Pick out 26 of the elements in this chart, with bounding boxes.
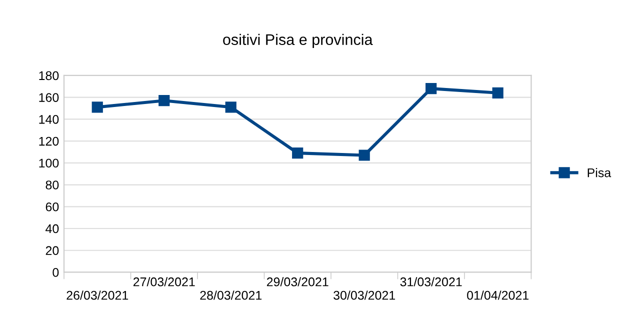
y-tick-label: 60	[46, 202, 59, 212]
point	[426, 83, 437, 94]
y-tick-label: 80	[46, 180, 59, 190]
y-tick-label: 40	[46, 224, 59, 234]
point	[158, 95, 170, 106]
x-tick-label: 28/03/2021	[200, 290, 262, 300]
point	[492, 87, 504, 98]
legend-label: Pisa	[588, 168, 612, 178]
point	[225, 102, 236, 113]
y-tick-label: 120	[39, 136, 59, 146]
y-tick-label: 100	[39, 158, 59, 168]
y-tick-label: 20	[46, 246, 59, 256]
y-tick-label: 0	[52, 268, 59, 277]
y-tick-label: 140	[39, 114, 59, 124]
x-tick-label: 01/04/2021	[467, 290, 528, 300]
x-tick-label: 31/03/2021	[400, 277, 462, 286]
x-tick-label: 26/03/2021	[66, 290, 128, 300]
y-tick-label: 180	[39, 71, 59, 80]
x-tick-label: 30/03/2021	[334, 290, 396, 300]
y-tick-label: 160	[39, 93, 59, 102]
point	[358, 150, 370, 161]
point	[292, 148, 304, 159]
point	[92, 102, 103, 113]
chart-title: ositivi Pisa e provincia	[223, 34, 373, 48]
x-tick-label: 27/03/2021	[133, 277, 195, 286]
x-tick-label: 29/03/2021	[266, 277, 328, 286]
